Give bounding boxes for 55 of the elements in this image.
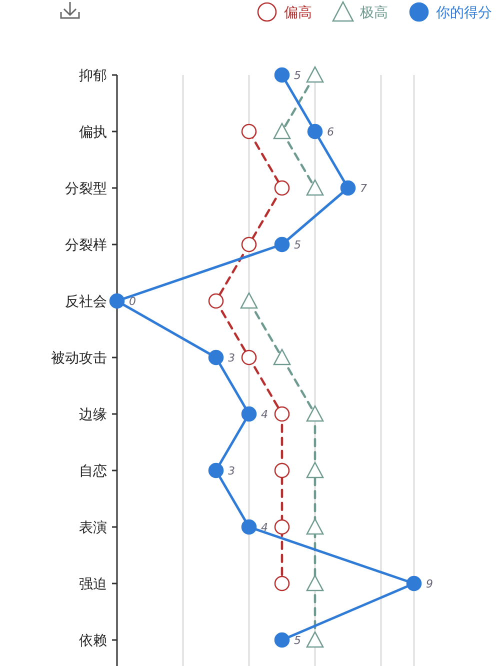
y-tick-label: 被动攻击 xyxy=(51,350,107,366)
point xyxy=(307,124,323,140)
y-tick-label: 抑郁 xyxy=(79,68,107,84)
data-label: 7 xyxy=(360,182,367,195)
point xyxy=(208,350,224,366)
data-label: 9 xyxy=(426,578,433,590)
data-label: 4 xyxy=(261,521,268,534)
point xyxy=(274,519,290,535)
y-tick-label: 分裂型 xyxy=(65,181,107,197)
data-label: 3 xyxy=(228,464,235,478)
data-label: 0 xyxy=(129,295,136,308)
point xyxy=(274,180,290,196)
point xyxy=(208,462,224,478)
point xyxy=(306,66,324,83)
point xyxy=(274,576,290,592)
point xyxy=(306,179,324,196)
point xyxy=(340,180,356,196)
point xyxy=(406,576,422,592)
y-tick-label: 边缘 xyxy=(79,407,107,423)
point xyxy=(241,350,257,366)
point xyxy=(274,67,290,83)
point xyxy=(208,293,224,309)
point xyxy=(274,406,290,422)
y-tick-label: 反社会 xyxy=(65,294,107,310)
y-tick-label: 表演 xyxy=(79,520,107,536)
point xyxy=(306,518,324,535)
y-tick-label: 强迫 xyxy=(79,576,107,592)
point xyxy=(306,631,324,648)
point xyxy=(241,124,257,140)
point xyxy=(306,405,324,422)
point xyxy=(274,236,290,252)
y-tick-label: 自恋 xyxy=(79,464,107,480)
point xyxy=(273,122,291,140)
point xyxy=(109,293,125,309)
legend-label: 极高 xyxy=(359,5,388,21)
point xyxy=(241,236,257,252)
legend-label: 偏高 xyxy=(284,5,312,21)
y-tick-label: 偏执 xyxy=(79,124,107,140)
point xyxy=(306,574,324,592)
y-tick-label: 依赖 xyxy=(79,633,107,649)
point xyxy=(273,348,291,366)
data-label: 5 xyxy=(294,69,301,82)
point xyxy=(241,406,257,422)
point xyxy=(306,462,324,478)
data-label: 4 xyxy=(261,408,268,421)
point xyxy=(274,462,290,478)
legend-label: 你的得分 xyxy=(435,5,492,21)
data-label: 3 xyxy=(228,352,235,364)
point xyxy=(241,519,257,535)
y-tick-label: 分裂样 xyxy=(65,238,107,254)
data-label: 6 xyxy=(327,126,334,138)
point xyxy=(240,292,258,309)
data-label: 5 xyxy=(294,238,301,252)
data-label: 5 xyxy=(294,634,301,647)
point xyxy=(274,632,290,648)
